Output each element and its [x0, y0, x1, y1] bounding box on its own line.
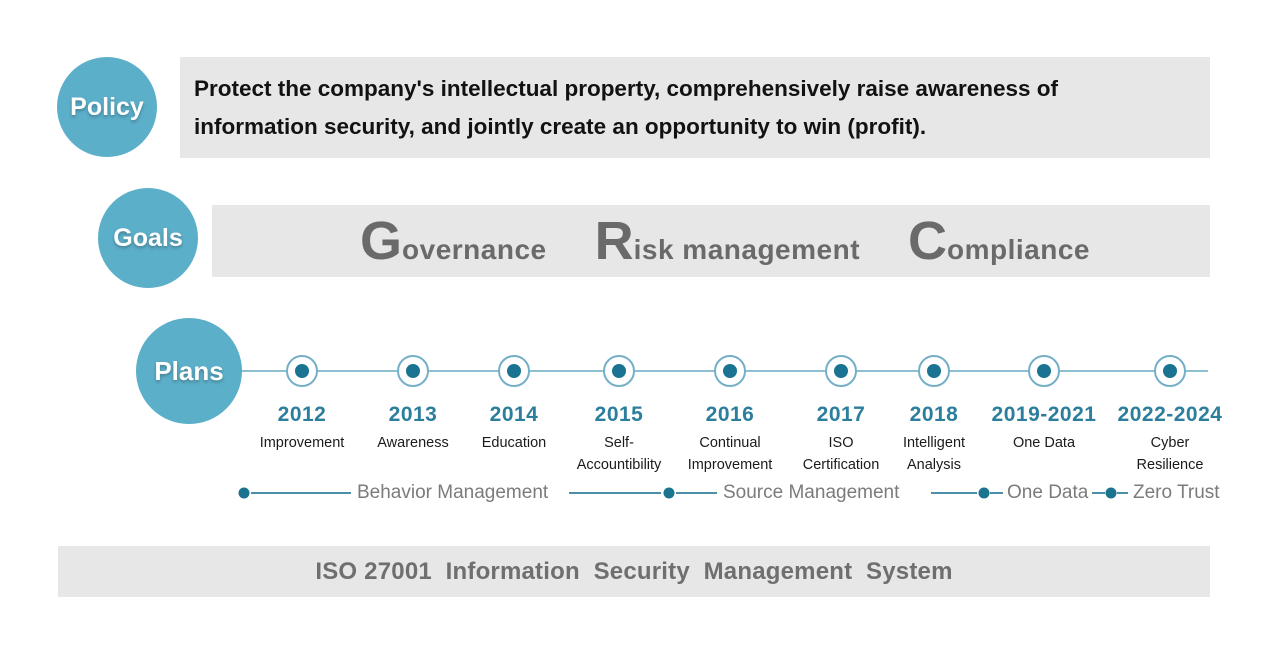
timeline-marker-2022-2024 [1154, 355, 1186, 387]
phase-dot-icon [978, 487, 990, 499]
plans-badge-label: Plans [154, 355, 224, 386]
timeline-dot-icon [1163, 364, 1177, 378]
timeline-label: Intelligent Analysis [902, 435, 966, 473]
timeline-dot-icon [927, 364, 941, 378]
timeline-year: 2016 [705, 403, 755, 426]
phase-line [1092, 492, 1105, 494]
iso-footer-bar: ISO 27001 Information Security Managemen… [58, 546, 1210, 597]
goals-badge-label: Goals [113, 223, 183, 252]
phase-source-management: Source Management [723, 482, 900, 503]
timeline-year: 2013 [388, 403, 438, 426]
timeline-marker-2019-2021 [1028, 355, 1060, 387]
timeline-year: 2015 [594, 403, 644, 426]
phase-line [990, 492, 1003, 494]
goal-risk-initial: R [594, 211, 634, 271]
timeline-dot-icon [723, 364, 737, 378]
timeline-label: Continual Improvement [687, 435, 773, 473]
timeline-year: 2018 [909, 403, 959, 426]
timeline-marker-2016 [714, 355, 746, 387]
goal-risk-rest: isk management [633, 234, 861, 265]
timeline-label: Education [481, 435, 547, 451]
timeline-dot-icon [612, 364, 626, 378]
phase-dot-icon [1105, 487, 1117, 499]
phase-one-data: One Data [1007, 482, 1089, 503]
policy-statement-line2: information security, and jointly create… [194, 113, 927, 139]
timeline-year: 2017 [816, 403, 866, 426]
policy-statement-panel: Protect the company's intellectual prope… [180, 57, 1210, 158]
goal-compliance-initial: C [908, 211, 948, 271]
timeline-marker-2015 [603, 355, 635, 387]
phase-behavior-management: Behavior Management [357, 482, 549, 503]
goals-badge: Goals [98, 188, 198, 288]
goal-governance-initial: G [360, 211, 403, 271]
timeline-dot-icon [1037, 364, 1051, 378]
phase-line [569, 492, 661, 494]
plans-badge: Plans [136, 318, 242, 424]
goal-governance-rest: overnance [402, 234, 547, 265]
goal-compliance-rest: ompliance [947, 234, 1090, 265]
timeline-dot-icon [834, 364, 848, 378]
phase-line [1117, 492, 1128, 494]
timeline-label: Cyber Resilience [1136, 435, 1204, 473]
timeline-marker-2014 [498, 355, 530, 387]
timeline-marker-2018 [918, 355, 950, 387]
policy-badge-label: Policy [70, 92, 144, 121]
policy-badge: Policy [57, 57, 157, 157]
timeline-label: ISO Certification [802, 435, 880, 473]
timeline-label: One Data [1012, 435, 1076, 451]
timeline-dot-icon [295, 364, 309, 378]
timeline-marker-2017 [825, 355, 857, 387]
policy-statement-line1: Protect the company's intellectual prope… [194, 75, 1058, 101]
phase-zero-trust: Zero Trust [1133, 482, 1220, 503]
phase-dot-icon [238, 487, 250, 499]
phase-line [931, 492, 977, 494]
timeline-marker-2013 [397, 355, 429, 387]
phase-line [251, 492, 351, 494]
timeline-label: Improvement [259, 435, 345, 451]
phase-dot-icon [663, 487, 675, 499]
timeline-year: 2022-2024 [1117, 403, 1223, 426]
timeline-year: 2019-2021 [991, 403, 1097, 426]
timeline-year: 2014 [489, 403, 539, 426]
timeline-label: Awareness [377, 435, 449, 451]
timeline-dot-icon [406, 364, 420, 378]
timeline-label: Self- Accountibility [576, 435, 662, 473]
timeline-dot-icon [507, 364, 521, 378]
phase-line [676, 492, 717, 494]
timeline-year: 2012 [277, 403, 327, 426]
timeline-marker-2012 [286, 355, 318, 387]
iso-footer-title: ISO 27001 Information Security Managemen… [315, 557, 953, 585]
